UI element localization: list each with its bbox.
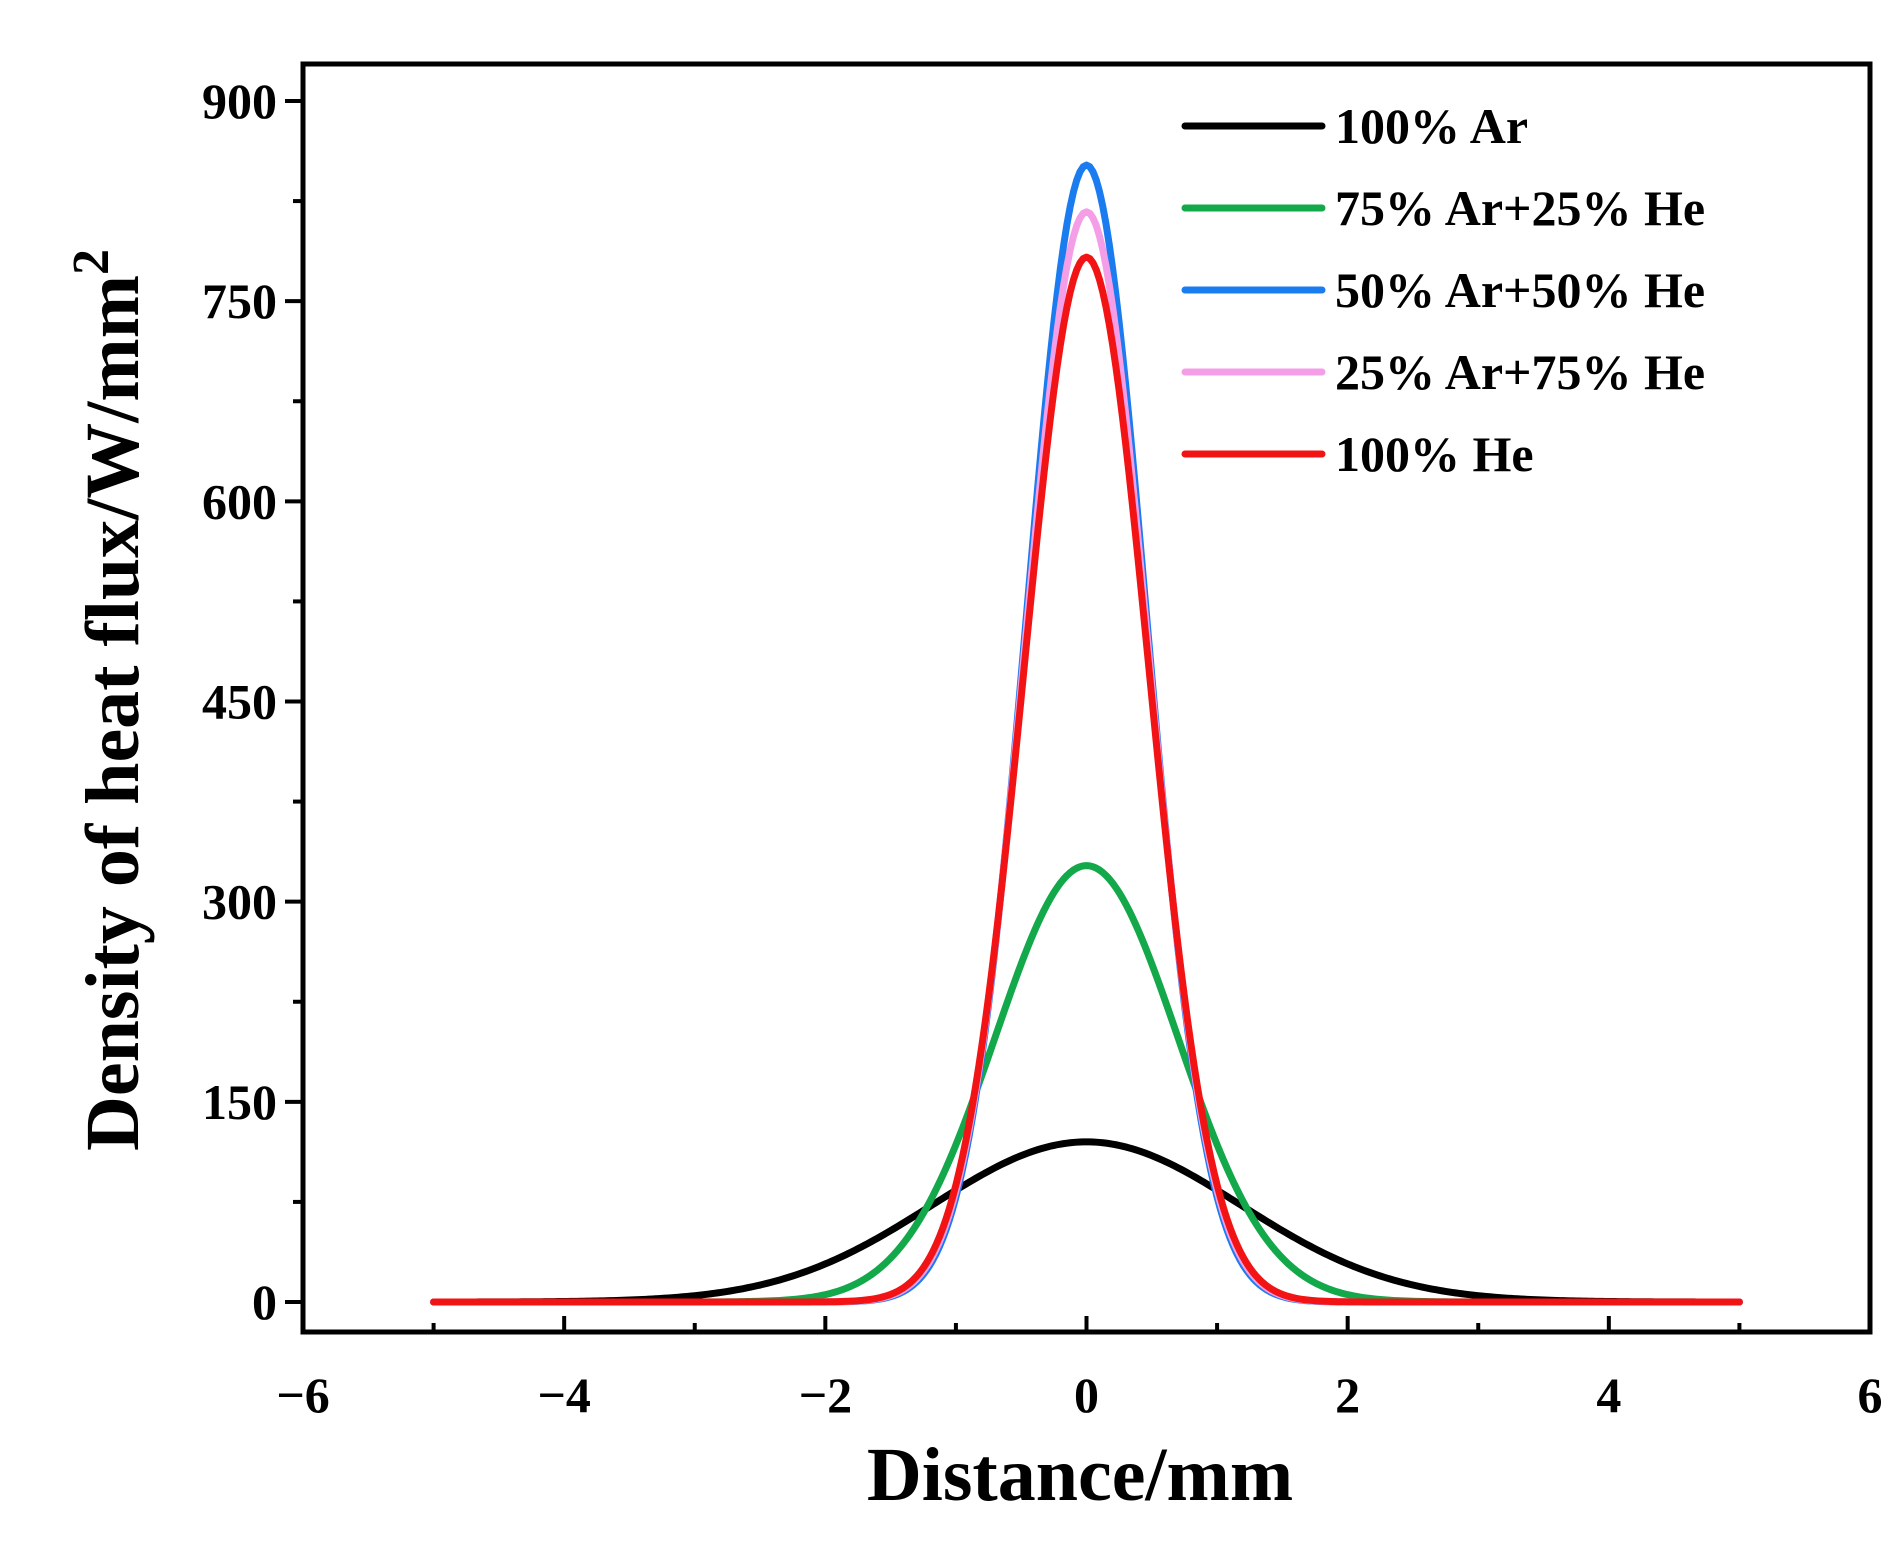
axes-layer: −6 −4 −2 0 2 4 6 0 150 300 450 600 750 900 [202, 61, 1883, 1423]
series-line-0 [430, 1138, 1743, 1306]
legend: 100% Ar 75% Ar+25% He 50% Ar+50% He 25% Ar+… [1181, 98, 1705, 482]
legend-label: 100% He [1335, 426, 1534, 482]
legend-label: 25% Ar+75% He [1335, 344, 1705, 400]
x-tick-label: 6 [1858, 1367, 1883, 1423]
series-line-4 [430, 253, 1743, 1306]
legend-label: 100% Ar [1335, 98, 1528, 154]
y-tick-label: 0 [252, 1274, 277, 1330]
x-tick-label: −2 [799, 1367, 853, 1423]
y-axis-title-text: Density of heat flux/W/mm [71, 275, 155, 1151]
y-tick-label: 150 [202, 1074, 277, 1130]
series-line-2 [430, 161, 1743, 1306]
x-tick-label: 0 [1074, 1367, 1099, 1423]
y-axis-title: Density of heat flux/W/mm2 [63, 249, 155, 1151]
x-tick-label: −6 [276, 1367, 330, 1423]
series-layer [430, 161, 1743, 1306]
legend-label: 75% Ar+25% He [1335, 180, 1705, 236]
x-tick-label: −4 [537, 1367, 591, 1423]
x-tick-label: 4 [1596, 1367, 1621, 1423]
y-tick-label: 900 [202, 73, 277, 129]
x-tick-label: 2 [1335, 1367, 1360, 1423]
y-tick-label: 450 [202, 674, 277, 730]
y-tick-label: 750 [202, 273, 277, 329]
y-axis-title-superscript: 2 [63, 249, 120, 275]
y-tick-label: 600 [202, 473, 277, 529]
x-axis-title: Distance/mm [867, 1433, 1293, 1517]
series-line-1 [430, 862, 1743, 1306]
y-tick-label: 300 [202, 874, 277, 930]
legend-label: 50% Ar+50% He [1335, 262, 1705, 318]
